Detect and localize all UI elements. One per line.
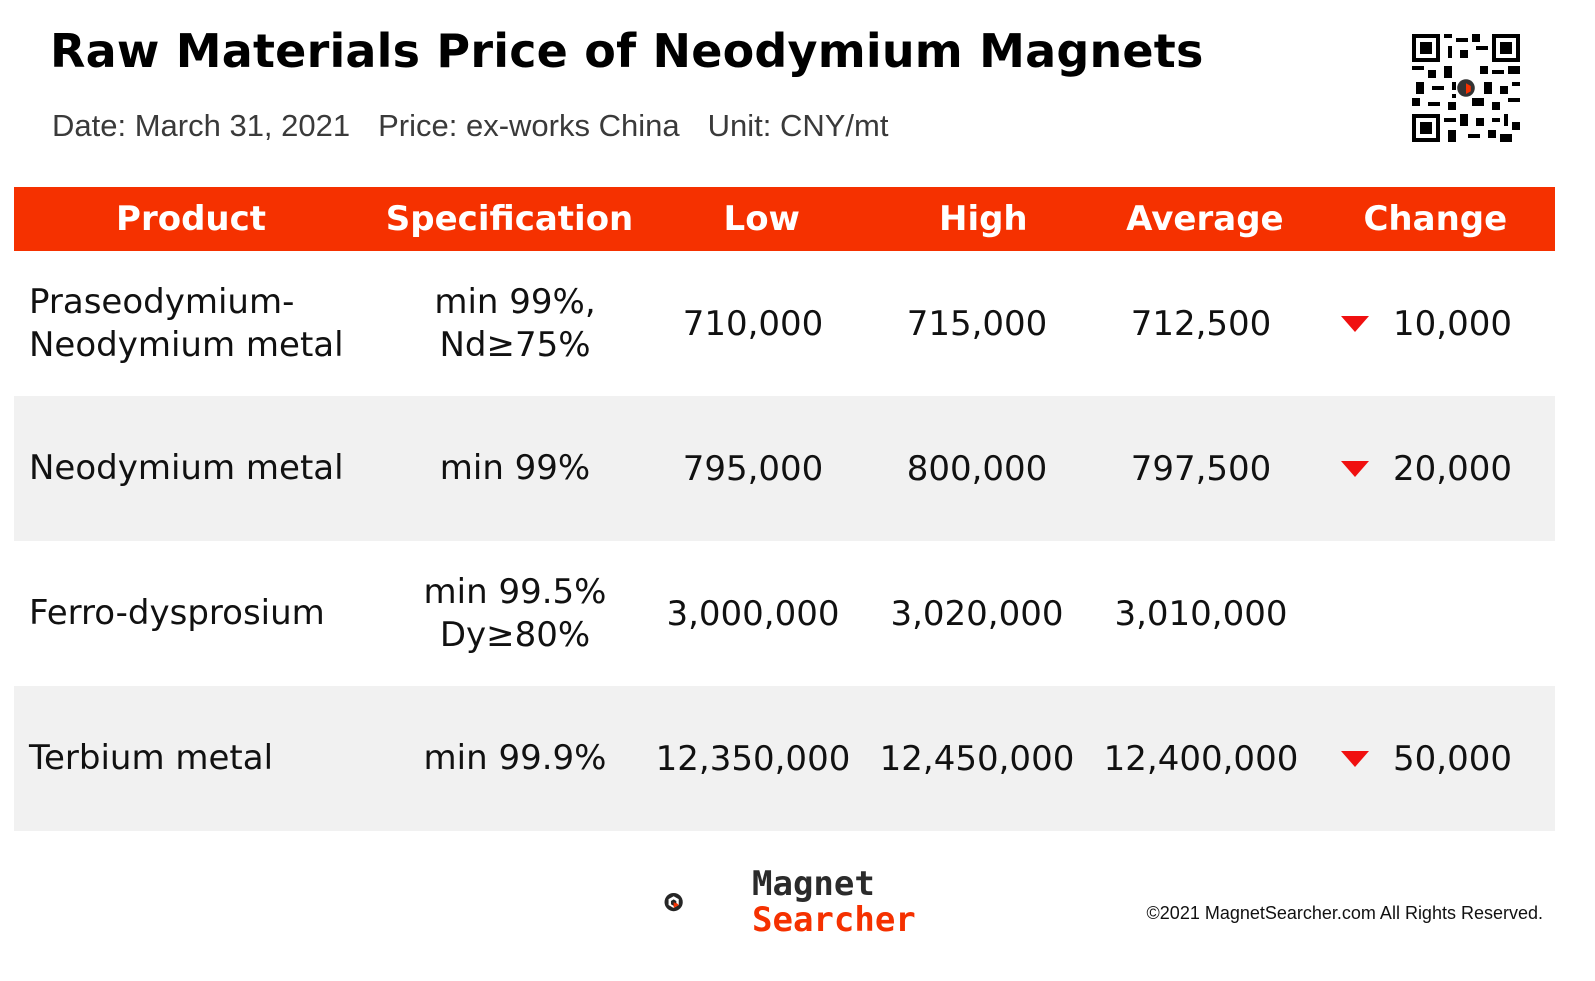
product-cell: Terbium metal: [29, 738, 274, 778]
product-cell: Praseodymium- Neodymium metal: [29, 281, 344, 365]
change-cell: 20,000: [1313, 449, 1555, 489]
high-cell: 12,450,000: [879, 738, 1075, 779]
low-cell: 12,350,000: [655, 738, 851, 779]
table-row: Praseodymium- Neodymium metal min 99%, Nd≥…: [14, 251, 1555, 396]
column-header: Change: [1363, 199, 1508, 239]
average-cell: 797,500: [1130, 448, 1272, 489]
low-cell: 795,000: [682, 448, 824, 489]
spec-cell: min 99.5% Dy≥80%: [423, 571, 607, 655]
unit-text: Unit: CNY/mt: [707, 108, 889, 143]
column-header: Specification: [385, 198, 634, 239]
change-cell: 10,000: [1313, 304, 1555, 344]
column-header: High: [938, 199, 1028, 239]
qr-code-icon: [1412, 34, 1520, 142]
column-header: Average: [1126, 199, 1284, 239]
date-text: Date: March 31, 2021: [52, 108, 351, 143]
change-cell: 50,000: [1313, 739, 1555, 779]
low-cell: 3,000,000: [666, 593, 840, 634]
high-cell: 3,020,000: [890, 593, 1064, 634]
page-title: Raw Materials Price of Neodymium Magnets: [50, 24, 1204, 78]
copyright-notice: ©2021 MagnetSearcher.com All Rights Rese…: [1146, 903, 1543, 923]
column-header: Product: [116, 199, 267, 239]
spec-cell: min 99.9%: [423, 738, 607, 778]
subtitle: Date: March 31, 2021 Price: ex-works Chin…: [52, 108, 916, 144]
low-cell: 710,000: [682, 303, 824, 344]
spec-cell: min 99%: [439, 448, 591, 488]
average-cell: 12,400,000: [1103, 738, 1299, 779]
table-row: Neodymium metal min 99% 795,000 800,000 …: [14, 396, 1555, 541]
high-cell: 800,000: [906, 448, 1048, 489]
magnet-searcher-logo-icon: [664, 892, 683, 912]
logo-line-2: Searcher: [752, 900, 916, 940]
column-header: Low: [723, 199, 800, 239]
logo-wordmark: Magnet Searcher: [752, 866, 916, 938]
table-header: Product Specification Low High Average C…: [14, 187, 1555, 251]
price-table: Product Specification Low High Average C…: [14, 187, 1555, 831]
average-cell: 712,500: [1130, 303, 1272, 344]
down-arrow-icon: [1341, 315, 1369, 332]
down-arrow-icon: [1341, 460, 1369, 477]
spec-cell: min 99%, Nd≥75%: [434, 281, 596, 365]
average-cell: 3,010,000: [1114, 593, 1288, 634]
table-row: Ferro-dysprosium min 99.5% Dy≥80% 3,000,0…: [14, 541, 1555, 686]
high-cell: 715,000: [906, 303, 1048, 344]
product-cell: Ferro-dysprosium: [29, 593, 325, 633]
logo-line-1: Magnet: [752, 864, 875, 904]
down-arrow-icon: [1341, 750, 1369, 767]
product-cell: Neodymium metal: [29, 448, 344, 488]
price-basis-text: Price: ex-works China: [378, 108, 680, 143]
table-row: Terbium metal min 99.9% 12,350,000 12,45…: [14, 686, 1555, 831]
